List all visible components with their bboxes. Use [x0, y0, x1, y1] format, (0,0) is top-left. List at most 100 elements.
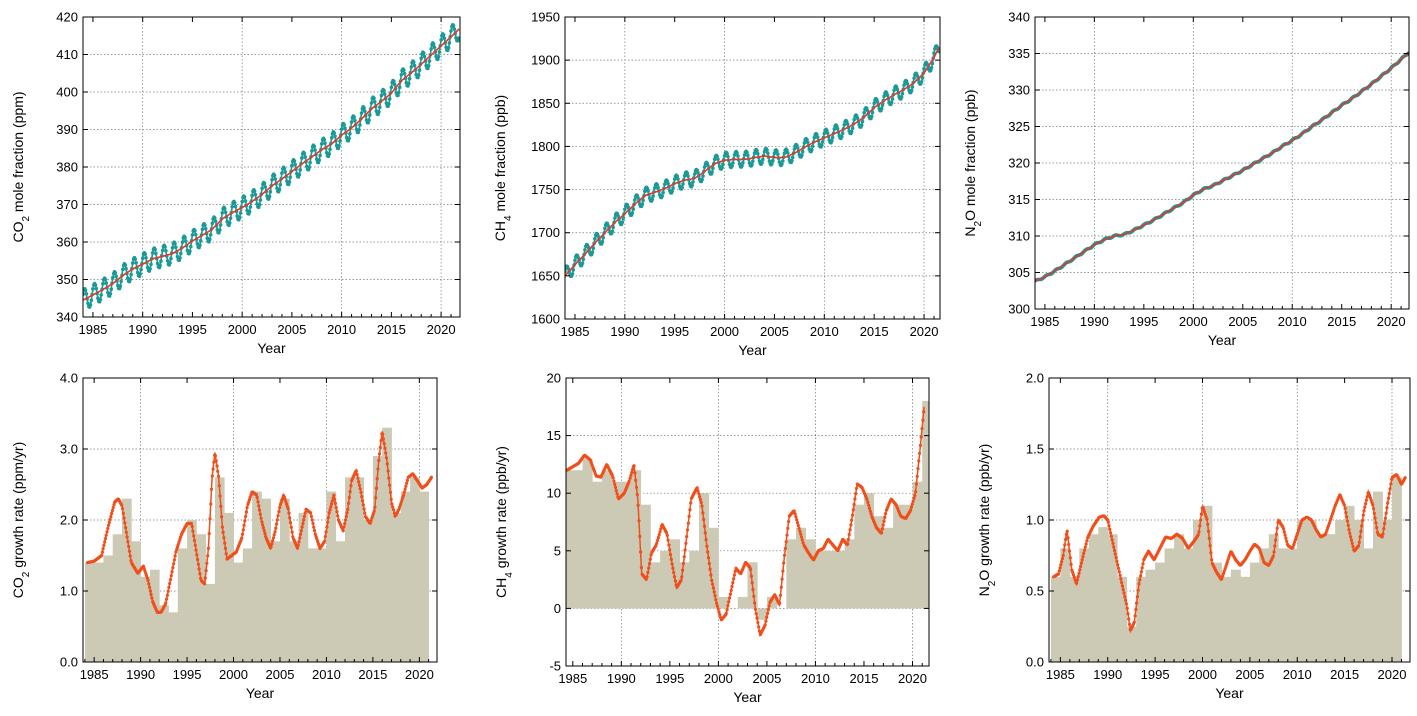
bar [94, 562, 104, 662]
y-axis-title-part: O growth rate (ppb/yr) [976, 444, 992, 581]
growth-point [221, 530, 225, 535]
growth-point [203, 576, 207, 580]
bar [1278, 548, 1289, 662]
growth-point [1203, 512, 1207, 516]
growth-point [261, 523, 265, 527]
bar [335, 541, 346, 662]
monthly-point [397, 85, 402, 90]
y-axis-title: CO2 growth rate (ppm/yr) [10, 442, 32, 599]
growth-point [1273, 544, 1277, 548]
growth-point [1344, 510, 1348, 515]
growth-point [637, 519, 641, 523]
growth-point [105, 530, 109, 534]
monthly-point [130, 261, 135, 265]
monthly-point [706, 163, 710, 168]
growth-point [336, 514, 340, 518]
bar [1373, 491, 1383, 662]
bar [611, 481, 622, 609]
series-growth-points [86, 432, 433, 614]
monthly-point [825, 128, 829, 133]
bar [621, 481, 632, 609]
growth-point [785, 533, 789, 537]
growth-point [166, 589, 170, 593]
monthly-point [143, 252, 147, 256]
growth-point [1116, 563, 1120, 567]
growth-point [101, 547, 105, 551]
monthly-point [690, 183, 694, 187]
growth-point [204, 569, 208, 573]
growth-point [1075, 578, 1079, 582]
y-tick-label: 1600 [531, 312, 560, 327]
monthly-point [710, 170, 714, 174]
growth-point [273, 530, 277, 534]
growth-point [316, 539, 320, 543]
monthly-point [725, 151, 729, 156]
growth-point [909, 505, 914, 509]
monthly-point [213, 216, 217, 220]
growth-point [1107, 524, 1111, 528]
growth-point [109, 514, 113, 519]
monthly-point [109, 287, 113, 292]
growth-point [753, 607, 758, 611]
monthly-point [417, 68, 422, 72]
growth-point [100, 553, 104, 558]
monthly-point [686, 174, 690, 178]
growth-point [766, 608, 771, 612]
y-axis-title-subscript: 2 [21, 571, 32, 577]
growth-point [149, 592, 153, 597]
monthly-point [685, 171, 689, 175]
monthly-point [280, 171, 284, 175]
monthly-point [88, 303, 93, 307]
monthly-point [882, 94, 886, 99]
growth-point [883, 515, 887, 520]
bar [280, 498, 290, 662]
monthly-point [123, 263, 128, 267]
growth-point [778, 593, 783, 597]
y-tick-label: 305 [1008, 265, 1030, 280]
monthly-point [313, 148, 317, 152]
monthly-point [270, 178, 274, 182]
monthly-point [765, 148, 769, 152]
growth-point [275, 522, 279, 526]
growth-point [1365, 495, 1369, 499]
growth-point [191, 529, 195, 533]
growth-point [1350, 541, 1354, 545]
growth-point [329, 505, 333, 509]
growth-point [782, 553, 787, 557]
x-tick-label: 1985 [558, 671, 587, 686]
growth-point [257, 508, 262, 512]
bar [354, 477, 364, 662]
bar [196, 534, 207, 662]
growth-point [301, 522, 305, 526]
x-axis-title: Year [738, 342, 767, 358]
growth-point [1387, 491, 1391, 496]
growth-point [311, 521, 315, 526]
monthly-point [910, 85, 915, 89]
monthly-point [312, 144, 317, 149]
monthly-point [210, 221, 215, 226]
growth-point [165, 593, 169, 597]
bar [1202, 505, 1213, 662]
growth-point [639, 566, 644, 570]
growth-point [122, 516, 126, 520]
monthly-point [282, 166, 287, 171]
monthly-point [855, 116, 860, 121]
monthly-point [771, 158, 775, 163]
growth-point [867, 506, 872, 510]
monthly-point [208, 237, 212, 242]
growth-point [1359, 529, 1363, 534]
monthly-point [636, 196, 640, 200]
growth-point [347, 495, 351, 500]
growth-point [700, 504, 704, 508]
bar [737, 596, 748, 609]
y-tick-label: 3.0 [60, 442, 78, 457]
bar [873, 516, 884, 609]
growth-point [1271, 554, 1275, 558]
monthly-point [909, 88, 914, 93]
growth-point [1298, 524, 1302, 528]
growth-point [706, 550, 710, 554]
monthly-point [129, 272, 133, 277]
y-axis-title: N2O growth rate (ppb/yr) [976, 444, 998, 597]
growth-point [755, 616, 759, 620]
growth-point [429, 475, 433, 479]
